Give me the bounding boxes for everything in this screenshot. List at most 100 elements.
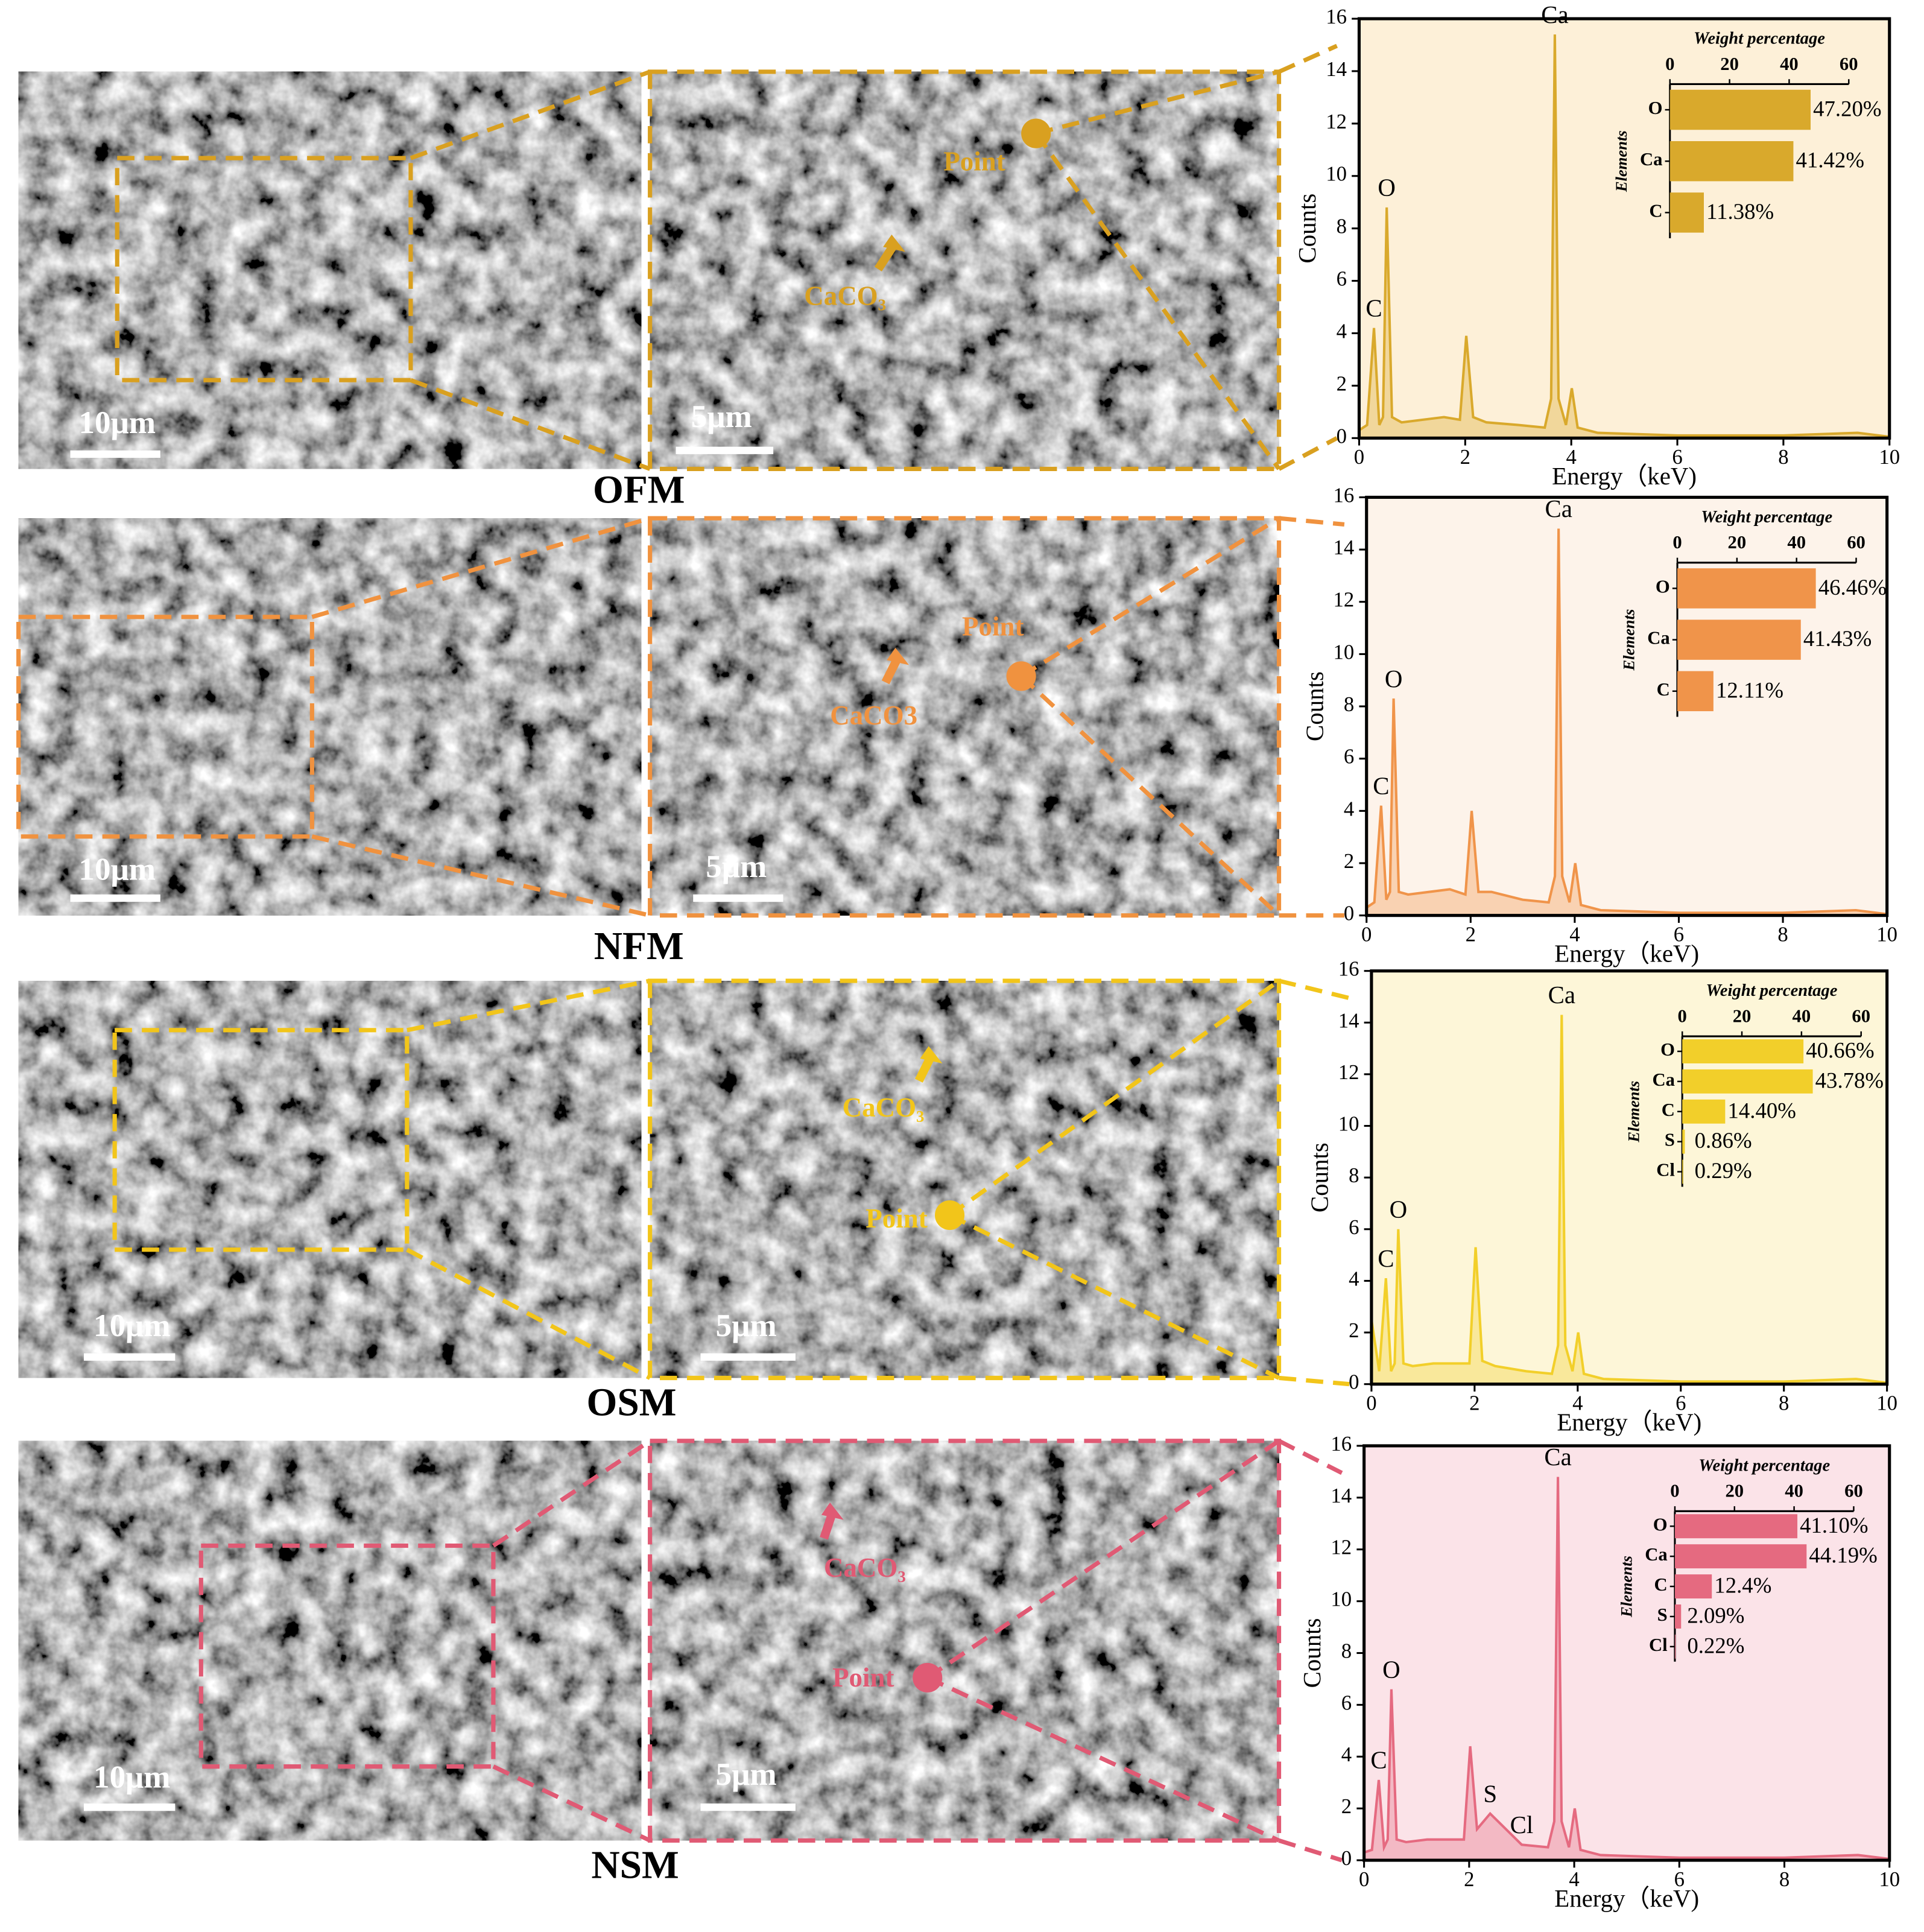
peak-label: O [1382, 1656, 1400, 1683]
inset-x-tick-label: 40 [1787, 532, 1806, 553]
x-tick-label: 0 [1361, 922, 1372, 946]
point-marker [1006, 661, 1036, 691]
x-tick-label: 10 [1876, 1391, 1897, 1414]
y-tick-label: 8 [1349, 1164, 1359, 1187]
peak-label: Ca [1545, 495, 1572, 522]
y-tick-label: 10 [1338, 1112, 1359, 1136]
peak-label: C [1370, 1747, 1387, 1774]
y-tick-label: 0 [1344, 902, 1354, 925]
bar [1682, 1069, 1813, 1094]
value-label: 11.38% [1706, 199, 1774, 224]
value-label: 14.40% [1727, 1098, 1796, 1123]
inset-category-label: S [1665, 1130, 1675, 1150]
inset-x-tick-label: 60 [1852, 1006, 1870, 1026]
spectrum-line [1370, 1015, 1887, 1384]
connector [492, 1439, 651, 1548]
zoom-region-box [16, 615, 314, 839]
x-tick-label: 6 [1672, 445, 1682, 469]
connector [406, 1247, 651, 1380]
x-tick-label: 2 [1460, 445, 1470, 469]
inset-y-axis-label: Elements [1617, 1556, 1635, 1618]
x-axis-label: Energy（keV) [1554, 940, 1699, 968]
sem-overview [18, 981, 642, 1378]
connector [1278, 978, 1350, 1001]
connector [1277, 436, 1338, 471]
plot-background [1366, 497, 1887, 916]
bar [1674, 1544, 1807, 1569]
bar [1669, 89, 1811, 130]
sample-label: OFM [593, 468, 685, 512]
sem-zoom [650, 981, 1279, 1378]
arrow-head [920, 1046, 943, 1064]
x-tick-label: 8 [1779, 1391, 1789, 1414]
peak-label: C [1365, 295, 1382, 322]
inset-x-tick-label: 0 [1678, 1006, 1687, 1026]
x-tick-label: 10 [1879, 445, 1900, 469]
arrow-head [887, 647, 910, 665]
scale-bar [676, 446, 774, 454]
connector [311, 516, 651, 619]
connector [948, 979, 1280, 1217]
value-label: 40.66% [1806, 1037, 1874, 1062]
scale-label: 5μm [691, 399, 752, 434]
y-axis-label: Counts [1294, 194, 1321, 264]
point-label: Point [865, 1203, 927, 1234]
peak-label: O [1378, 174, 1396, 201]
connector [1035, 69, 1280, 136]
x-tick-label: 2 [1469, 1391, 1479, 1414]
bar [1677, 568, 1816, 609]
scale-bar [700, 1353, 796, 1361]
inset-category-label: S [1657, 1604, 1668, 1625]
peak-label: Ca [1548, 981, 1575, 1009]
inset-x-tick-label: 20 [1733, 1006, 1752, 1026]
y-tick-label: 12 [1334, 588, 1355, 612]
bar [1674, 1514, 1798, 1539]
spectrum-line [1363, 1477, 1890, 1860]
value-label: 0.86% [1695, 1128, 1752, 1153]
inset-x-tick-label: 20 [1725, 1481, 1744, 1501]
x-tick-label: 10 [1876, 922, 1897, 946]
y-tick-label: 14 [1338, 1009, 1359, 1032]
connector [1020, 516, 1280, 679]
y-axis-label: Counts [1299, 1618, 1326, 1688]
value-label: 47.20% [1813, 97, 1881, 121]
connector [1019, 674, 1280, 917]
connector [1279, 1375, 1350, 1387]
sample-label: NSM [591, 1843, 679, 1887]
inset-category-label: O [1660, 1039, 1675, 1060]
spectrum-line [1358, 34, 1890, 439]
inset-y-axis-label: Elements [1619, 609, 1638, 671]
y-tick-label: 16 [1334, 483, 1355, 507]
inset-category-label: Ca [1647, 628, 1669, 648]
x-tick-label: 2 [1464, 1867, 1474, 1891]
value-label: 44.19% [1809, 1543, 1877, 1568]
y-axis-label: Counts [1301, 671, 1328, 741]
x-tick-label: 10 [1879, 1867, 1900, 1891]
zoom-region-box [112, 1028, 410, 1252]
y-tick-label: 0 [1341, 1846, 1352, 1870]
x-tick-label: 4 [1569, 1867, 1579, 1891]
y-tick-label: 6 [1344, 745, 1354, 768]
y-tick-label: 4 [1349, 1267, 1359, 1290]
arrow-head [883, 234, 905, 252]
inset-x-tick-label: 20 [1720, 54, 1739, 74]
connector [1278, 1838, 1343, 1863]
sem-overview [18, 518, 642, 916]
inset-x-tick-label: 0 [1672, 532, 1682, 553]
point-marker [913, 1662, 943, 1693]
connector [926, 1439, 1280, 1680]
sem-overview [18, 71, 642, 469]
value-label: 41.43% [1803, 626, 1872, 651]
zoom-region-box [198, 1544, 496, 1769]
y-tick-label: 16 [1326, 5, 1347, 28]
scale-label: 10μm [93, 1759, 171, 1794]
y-tick-label: 4 [1337, 319, 1347, 343]
value-label: 41.10% [1800, 1513, 1868, 1538]
peak-label: C [1378, 1245, 1394, 1272]
value-label: 46.46% [1818, 575, 1887, 600]
bar [1669, 141, 1794, 182]
plot-background [1371, 971, 1887, 1384]
arrow-head [821, 1503, 844, 1520]
value-label: 0.29% [1695, 1158, 1752, 1183]
x-tick-label: 0 [1354, 445, 1364, 469]
